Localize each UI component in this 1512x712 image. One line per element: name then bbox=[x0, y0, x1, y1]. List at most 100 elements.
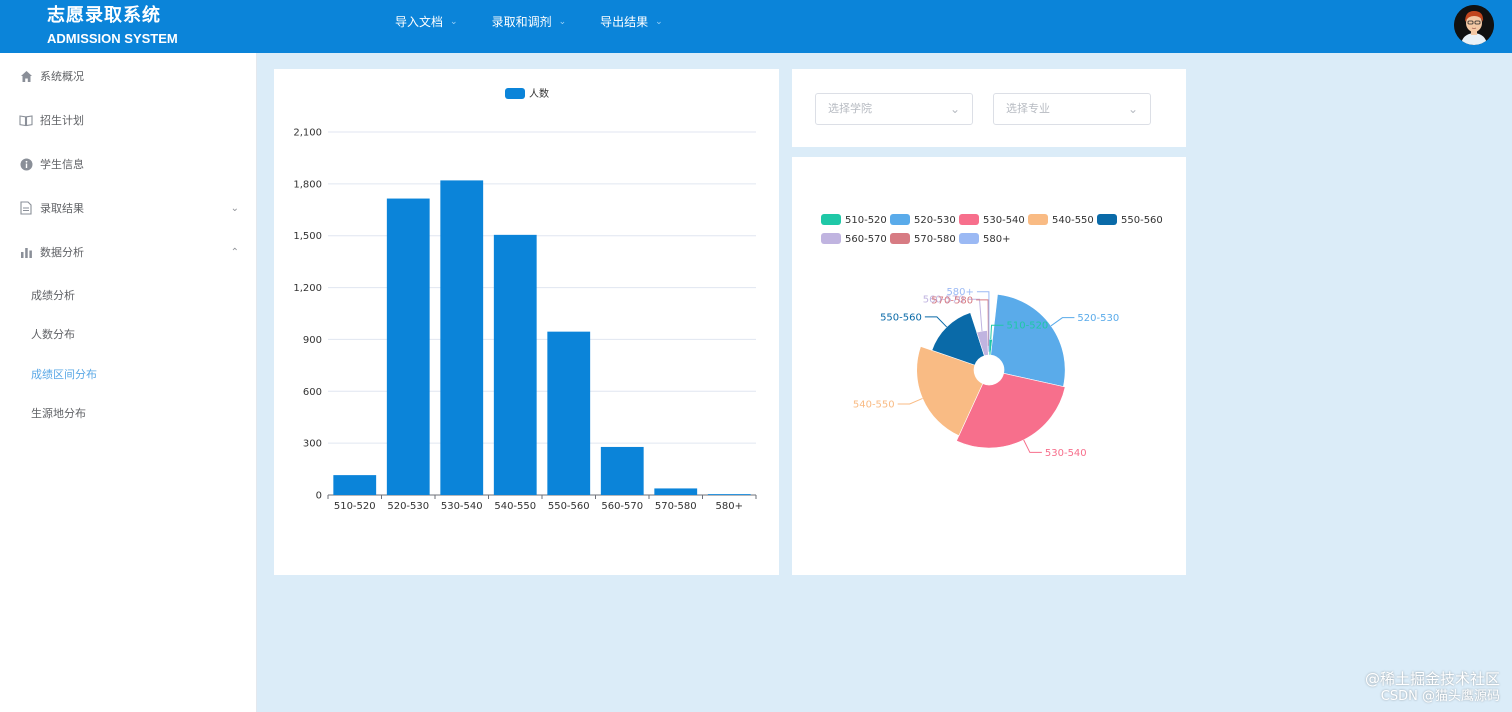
y-tick-label: 600 bbox=[303, 387, 322, 398]
y-tick-label: 1,200 bbox=[293, 283, 322, 294]
menu-admission-adjust-label: 录取和调剂 bbox=[491, 15, 552, 29]
college-select[interactable]: 选择学院 ⌄ bbox=[815, 93, 973, 125]
slice-label: 510-520 bbox=[1007, 321, 1049, 332]
legend-label: 520-530 bbox=[914, 215, 956, 226]
brand-title: 志愿录取系统 bbox=[47, 5, 161, 26]
slice-label: 520-530 bbox=[1077, 313, 1119, 324]
legend-label: 550-560 bbox=[1121, 215, 1163, 226]
avatar[interactable] bbox=[1454, 5, 1494, 45]
pie-legend: 510-520 520-530 530-540 540-550 550-560 560-5… bbox=[821, 214, 1163, 245]
bar-chart: 人数 0 300 600 900 1,200 1,500 1,800 2,100 510-520 5… bbox=[293, 87, 757, 512]
sidebar-item-admission-results[interactable]: 录取结果 ⌄ bbox=[0, 186, 257, 230]
x-tick-label: 570-580 bbox=[655, 501, 697, 512]
sidebar-item-label: 学生信息 bbox=[40, 158, 84, 171]
menu-import-docs[interactable]: 导入文档 ⌄ bbox=[395, 13, 458, 30]
bar-540-550 bbox=[493, 234, 537, 495]
x-tick-label: 510-520 bbox=[334, 501, 376, 512]
legend-swatch-570-580 bbox=[890, 233, 910, 244]
sidebar-sub-score-range-distribution[interactable]: 成绩区间分布 bbox=[31, 368, 97, 381]
y-tick-label: 900 bbox=[303, 335, 322, 346]
slice-label: 550-560 bbox=[880, 312, 922, 323]
brand: 志愿录取系统 ADMISSION SYSTEM bbox=[47, 4, 178, 48]
watermark-line-1: @稀土掘金技术社区 bbox=[1364, 670, 1500, 688]
sidebar: 系统概况 招生计划 学生信息 录取结果 ⌄ 数据分析 ⌃ 成绩分析 人数分布 成… bbox=[0, 53, 257, 712]
bar-legend: 人数 bbox=[505, 87, 549, 100]
major-select-placeholder: 选择专业 bbox=[1006, 102, 1050, 115]
pie-chart: 510-520 520-530 530-540 540-550 550-560560-5… bbox=[821, 214, 1163, 459]
sidebar-sub-count-distribution[interactable]: 人数分布 bbox=[31, 328, 75, 341]
y-tick-label: 2,100 bbox=[293, 128, 322, 139]
legend-swatch-540-550 bbox=[1028, 214, 1048, 225]
sidebar-item-enrollment-plan[interactable]: 招生计划 bbox=[0, 98, 257, 142]
menu-export-results[interactable]: 导出结果 ⌄ bbox=[600, 13, 663, 30]
bar-550-560 bbox=[547, 331, 591, 495]
major-select[interactable]: 选择专业 ⌄ bbox=[993, 93, 1151, 125]
watermark-line-2: CSDN @猫头鹰源码 bbox=[1380, 689, 1500, 704]
legend-label: 人数 bbox=[529, 87, 549, 100]
leader-line bbox=[976, 299, 989, 346]
chevron-down-icon: ⌄ bbox=[655, 16, 663, 27]
chevron-down-icon: ⌄ bbox=[450, 16, 458, 27]
sidebar-item-label: 录取结果 bbox=[40, 202, 84, 215]
legend-swatch bbox=[505, 88, 525, 99]
legend-label: 510-520 bbox=[845, 215, 887, 226]
sidebar-item-data-analysis[interactable]: 数据分析 ⌃ bbox=[0, 230, 257, 274]
y-tick-label: 1,500 bbox=[293, 231, 322, 242]
leader-line bbox=[1023, 439, 1042, 453]
pie-slices bbox=[916, 293, 1066, 449]
legend-label: 530-540 bbox=[983, 215, 1025, 226]
home-icon bbox=[19, 69, 33, 83]
slice-560-570 bbox=[976, 330, 989, 357]
college-select-placeholder: 选择学院 bbox=[828, 102, 872, 115]
x-tick-label: 540-550 bbox=[494, 501, 536, 512]
legend-swatch-510-520 bbox=[821, 214, 841, 225]
sidebar-item-student-info[interactable]: 学生信息 bbox=[0, 142, 257, 186]
sidebar-item-overview[interactable]: 系统概况 bbox=[0, 54, 257, 98]
bar-570-580 bbox=[654, 488, 698, 495]
sidebar-sub-score-analysis[interactable]: 成绩分析 bbox=[31, 289, 75, 302]
x-tick-label: 580+ bbox=[716, 501, 743, 512]
sidebar-sub-origin-distribution[interactable]: 生源地分布 bbox=[31, 407, 86, 420]
menu-admission-adjust[interactable]: 录取和调剂 ⌄ bbox=[492, 13, 567, 30]
legend-swatch-530-540 bbox=[959, 214, 979, 225]
leader-line bbox=[897, 397, 923, 405]
leader-line bbox=[1050, 317, 1075, 327]
bar-520-530 bbox=[386, 198, 430, 496]
x-tick-label: 550-560 bbox=[548, 501, 590, 512]
chevron-down-icon: ⌄ bbox=[230, 202, 239, 214]
slice-label: 570-580 bbox=[931, 295, 973, 306]
bar-530-540 bbox=[440, 180, 484, 495]
y-tick-label: 1,800 bbox=[293, 179, 322, 190]
x-tick-label: 560-570 bbox=[601, 501, 643, 512]
x-tick-label: 530-540 bbox=[441, 501, 483, 512]
bar-580+ bbox=[707, 494, 751, 495]
menu-export-results-label: 导出结果 bbox=[600, 15, 649, 29]
slice-540-550 bbox=[916, 346, 984, 437]
legend-label: 540-550 bbox=[1052, 215, 1094, 226]
chevron-down-icon: ⌄ bbox=[558, 16, 567, 27]
slice-label: 540-550 bbox=[853, 399, 895, 410]
brand-subtitle: ADMISSION SYSTEM bbox=[47, 31, 178, 46]
sidebar-item-label: 系统概况 bbox=[40, 70, 84, 83]
leader-line bbox=[967, 298, 983, 332]
legend-label: 570-580 bbox=[914, 234, 956, 245]
watermark: @稀土掘金技术社区 CSDN @猫头鹰源码 bbox=[1365, 670, 1500, 706]
chevron-up-icon: ⌃ bbox=[230, 246, 239, 258]
pie-chart-panel: 510-520 520-530 530-540 540-550 550-560 560-5… bbox=[792, 157, 1186, 575]
menu-import-docs-label: 导入文档 bbox=[395, 15, 444, 29]
y-tick-label: 300 bbox=[303, 439, 322, 450]
info-icon bbox=[19, 157, 33, 171]
bar-chart-icon bbox=[19, 245, 33, 259]
legend-label: 560-570 bbox=[845, 234, 887, 245]
filter-panel: 选择学院 ⌄ 选择专业 ⌄ bbox=[792, 69, 1186, 147]
bar-510-520 bbox=[333, 475, 377, 495]
book-icon bbox=[19, 113, 33, 127]
bar-560-570 bbox=[600, 446, 644, 495]
legend-swatch-580+ bbox=[959, 233, 979, 244]
x-tick-label: 520-530 bbox=[387, 501, 429, 512]
slice-520-530 bbox=[990, 293, 1066, 387]
leader-line bbox=[976, 291, 990, 352]
slice-label: 560-570 bbox=[923, 295, 965, 306]
bar-chart-panel: 人数 0 300 600 900 1,200 1,500 1,800 2,100 510-520 5… bbox=[274, 69, 779, 575]
legend-swatch-520-530 bbox=[890, 214, 910, 225]
